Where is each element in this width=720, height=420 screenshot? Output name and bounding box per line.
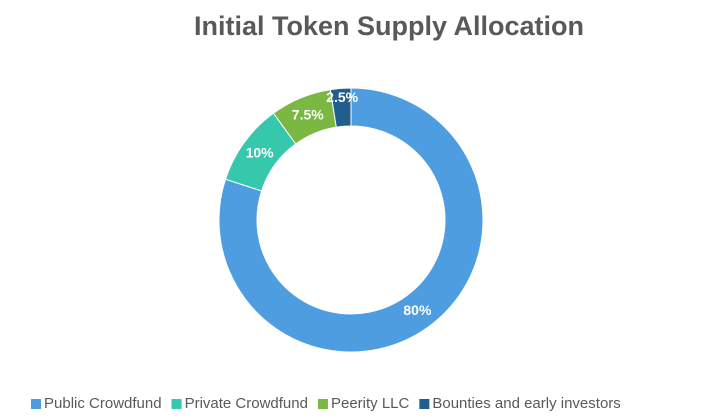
legend-label: Bounties and early investors [432, 395, 620, 412]
legend-swatch [171, 399, 182, 409]
legend-swatch [31, 399, 41, 409]
donut-slice [329, 87, 352, 128]
data-label: 80% [403, 302, 432, 318]
legend-swatch [419, 399, 430, 409]
legend-label: Public Crowdfund [44, 395, 162, 412]
data-label: 7.5% [292, 106, 324, 122]
data-label: 2.5% [326, 89, 358, 105]
data-label: 10% [246, 144, 275, 160]
legend-label: Private Crowdfund [185, 395, 308, 412]
legend-label: Peerity LLC [331, 395, 410, 412]
legend-swatch [317, 399, 328, 409]
chart-title: Initial Token Supply Allocation [194, 11, 584, 41]
donut-slice [218, 87, 484, 353]
